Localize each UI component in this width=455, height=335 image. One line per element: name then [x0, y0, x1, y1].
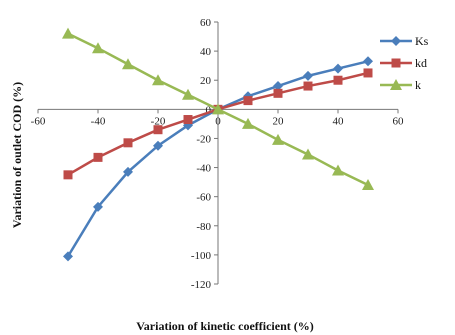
- data-point-kd: [183, 115, 193, 125]
- x-tick-label: 20: [273, 115, 285, 127]
- data-point-k: [362, 179, 374, 191]
- data-point-k: [332, 164, 344, 176]
- legend-marker-k: [390, 79, 402, 90]
- plot-area: [62, 27, 374, 262]
- data-point-kd: [243, 96, 253, 106]
- data-point-Ks: [303, 70, 313, 81]
- y-axis-title: Variation of outlet COD (%): [10, 82, 24, 228]
- data-point-k: [182, 88, 194, 100]
- y-tick-label: 40: [200, 46, 212, 58]
- data-point-k: [152, 74, 164, 86]
- data-point-Ks: [123, 166, 133, 177]
- y-tick-label: -100: [191, 250, 212, 262]
- data-point-Ks: [63, 251, 73, 262]
- data-point-kd: [93, 152, 103, 162]
- y-tick-label: -80: [196, 221, 211, 233]
- x-tick-label: -20: [151, 115, 166, 127]
- legend-label-Ks: Ks: [415, 34, 429, 48]
- x-tick-label: -60: [31, 115, 46, 127]
- data-point-Ks: [333, 63, 343, 74]
- data-point-k: [62, 27, 74, 39]
- data-point-Ks: [273, 81, 283, 92]
- x-axis-title: Variation of kinetic coefficient (%): [136, 319, 314, 333]
- x-tick-label: 0: [215, 115, 221, 127]
- legend-label-k: k: [415, 78, 421, 92]
- y-tick-label: -120: [191, 279, 212, 291]
- data-point-kd: [153, 125, 163, 135]
- x-tick-label: -40: [91, 115, 106, 127]
- x-tick-label: 60: [393, 115, 405, 127]
- data-point-kd: [363, 68, 373, 78]
- data-point-kd: [303, 81, 313, 91]
- legend-marker-Ks: [391, 36, 401, 46]
- y-tick-label: 20: [200, 75, 212, 87]
- data-point-k: [242, 117, 254, 129]
- data-point-k: [272, 133, 284, 145]
- legend-label-kd: kd: [415, 56, 427, 70]
- y-tick-label: 60: [200, 17, 212, 29]
- data-point-kd: [333, 75, 343, 85]
- y-tick-label: -60: [196, 192, 211, 204]
- axes: [37, 21, 399, 285]
- data-point-kd: [123, 138, 133, 148]
- data-point-k: [122, 58, 134, 70]
- y-tick-label: 0: [206, 104, 212, 116]
- y-tick-label: -40: [196, 163, 211, 175]
- x-tick-label: 40: [333, 115, 345, 127]
- data-point-Ks: [93, 201, 103, 212]
- data-point-Ks: [153, 140, 163, 151]
- legend: Ks kd k: [380, 34, 429, 92]
- y-tick-label: -20: [196, 133, 211, 145]
- tick-labels: -60 -40 -20 0 20 40 60 -120 -100 -80 -60 -40 -20 0 20 4…: [31, 17, 404, 291]
- data-point-k: [302, 148, 314, 160]
- data-point-kd: [63, 170, 73, 180]
- data-point-Ks: [363, 56, 373, 67]
- data-point-kd: [273, 88, 283, 98]
- data-point-k: [212, 103, 224, 115]
- data-point-k: [92, 42, 104, 54]
- legend-marker-kd: [391, 58, 401, 68]
